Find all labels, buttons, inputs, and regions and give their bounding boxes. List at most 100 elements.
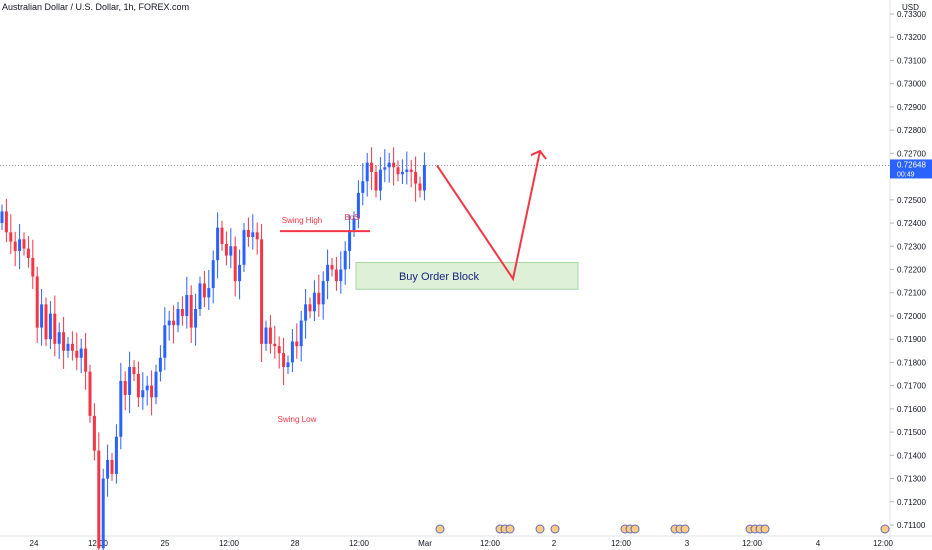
event-icon — [550, 524, 560, 534]
candle-body — [18, 239, 22, 251]
candle-body — [312, 292, 316, 312]
candle-body — [150, 385, 154, 398]
candle-body — [409, 169, 413, 172]
candle-body — [282, 353, 286, 368]
candle-body — [128, 367, 132, 395]
candle-body — [53, 313, 57, 344]
candle-body — [251, 232, 255, 237]
candle-body — [260, 239, 264, 344]
price-tick-label: 0.72000 — [897, 312, 926, 321]
candle-body — [176, 308, 180, 326]
candle-body — [22, 239, 26, 249]
candle-body — [119, 380, 123, 437]
candle-body — [198, 283, 202, 309]
order-block-label: Buy Order Block — [399, 271, 480, 283]
candle-body — [317, 292, 321, 305]
candle-body — [422, 164, 426, 191]
bos-label: BoS — [344, 213, 359, 222]
price-tick-label: 0.73100 — [897, 56, 926, 65]
countdown-label: 00:49 — [897, 171, 915, 178]
price-tick-label: 0.72900 — [897, 103, 926, 112]
chart-title: Australian Dollar / U.S. Dollar, 1h, FOR… — [2, 2, 190, 12]
price-tick-label: 0.71500 — [897, 428, 926, 437]
candle-body — [31, 257, 35, 277]
candle-body — [242, 230, 246, 265]
price-tick-label: 0.71700 — [897, 382, 926, 391]
candle-body — [374, 171, 378, 191]
candle-body — [352, 218, 356, 231]
candle-body — [290, 341, 294, 363]
candle-body — [163, 325, 167, 358]
time-tick-label: 12:00 — [742, 539, 763, 548]
candle-body — [255, 232, 259, 240]
candle-body — [101, 478, 105, 549]
price-tick-label: 0.72400 — [897, 219, 926, 228]
candle-body — [106, 459, 110, 479]
candle-body — [194, 308, 198, 328]
projection-path — [436, 150, 541, 282]
candle-body — [62, 332, 66, 351]
event-icon — [880, 524, 890, 534]
candle-body — [9, 232, 13, 242]
candle-body — [326, 264, 330, 282]
time-tick-label: 2 — [552, 539, 557, 548]
price-tick-label: 0.72700 — [897, 149, 926, 158]
price-tick-label: 0.72300 — [897, 242, 926, 251]
price-tick-label: 0.71800 — [897, 358, 926, 367]
candle-body — [304, 304, 308, 321]
time-tick-label: 12:00 — [480, 539, 501, 548]
candle-body — [286, 362, 290, 368]
candle-body — [216, 227, 220, 261]
candle-body — [299, 320, 303, 347]
event-icon — [435, 524, 445, 534]
candle-body — [365, 162, 369, 182]
projection-arrowhead — [530, 149, 547, 160]
candle-body — [132, 367, 136, 375]
candle-body — [70, 343, 74, 351]
candle-body — [387, 162, 391, 168]
candle-body — [396, 167, 400, 175]
price-tick-label: 0.71900 — [897, 335, 926, 344]
current-price-label: 0.72648 — [897, 160, 926, 169]
candle-body — [383, 167, 387, 170]
candle-body — [339, 269, 343, 282]
price-tick-label: 0.72800 — [897, 126, 926, 135]
price-tick-label: 0.71400 — [897, 451, 926, 460]
event-icon — [535, 524, 545, 534]
time-tick-label: 25 — [161, 539, 170, 548]
candle-body — [268, 327, 272, 344]
candle-body — [79, 348, 83, 358]
candle-body — [238, 264, 242, 282]
candle-body — [308, 304, 312, 312]
candle-body — [343, 250, 347, 270]
candle-body — [295, 341, 299, 347]
candle-body — [75, 350, 79, 358]
candle-body — [405, 169, 409, 172]
candle-body — [418, 183, 422, 191]
candle-body — [48, 313, 52, 340]
time-tick-label: 3 — [685, 539, 690, 548]
order-block-zone — [355, 262, 579, 290]
candle-body — [4, 211, 8, 233]
candle-body — [88, 371, 92, 416]
candle-body — [180, 308, 184, 316]
candle-body — [273, 343, 277, 347]
candle-body — [145, 385, 149, 391]
price-tick-label: 0.72500 — [897, 196, 926, 205]
time-tick-label: 12:00 — [873, 539, 894, 548]
candle-body — [224, 243, 228, 256]
candle-body — [172, 320, 176, 326]
time-tick-label: 12:00 — [611, 539, 632, 548]
event-icon — [680, 524, 690, 534]
candle-body — [277, 346, 281, 354]
candle-body — [370, 162, 374, 172]
candle-body — [189, 295, 193, 328]
candle-body — [392, 162, 396, 168]
candle-body — [220, 227, 224, 244]
swing-high-label: Swing High — [282, 216, 322, 225]
candle-body — [202, 283, 206, 298]
event-icon — [505, 524, 515, 534]
candle-body — [185, 295, 189, 316]
currency-label: USD — [902, 3, 919, 12]
